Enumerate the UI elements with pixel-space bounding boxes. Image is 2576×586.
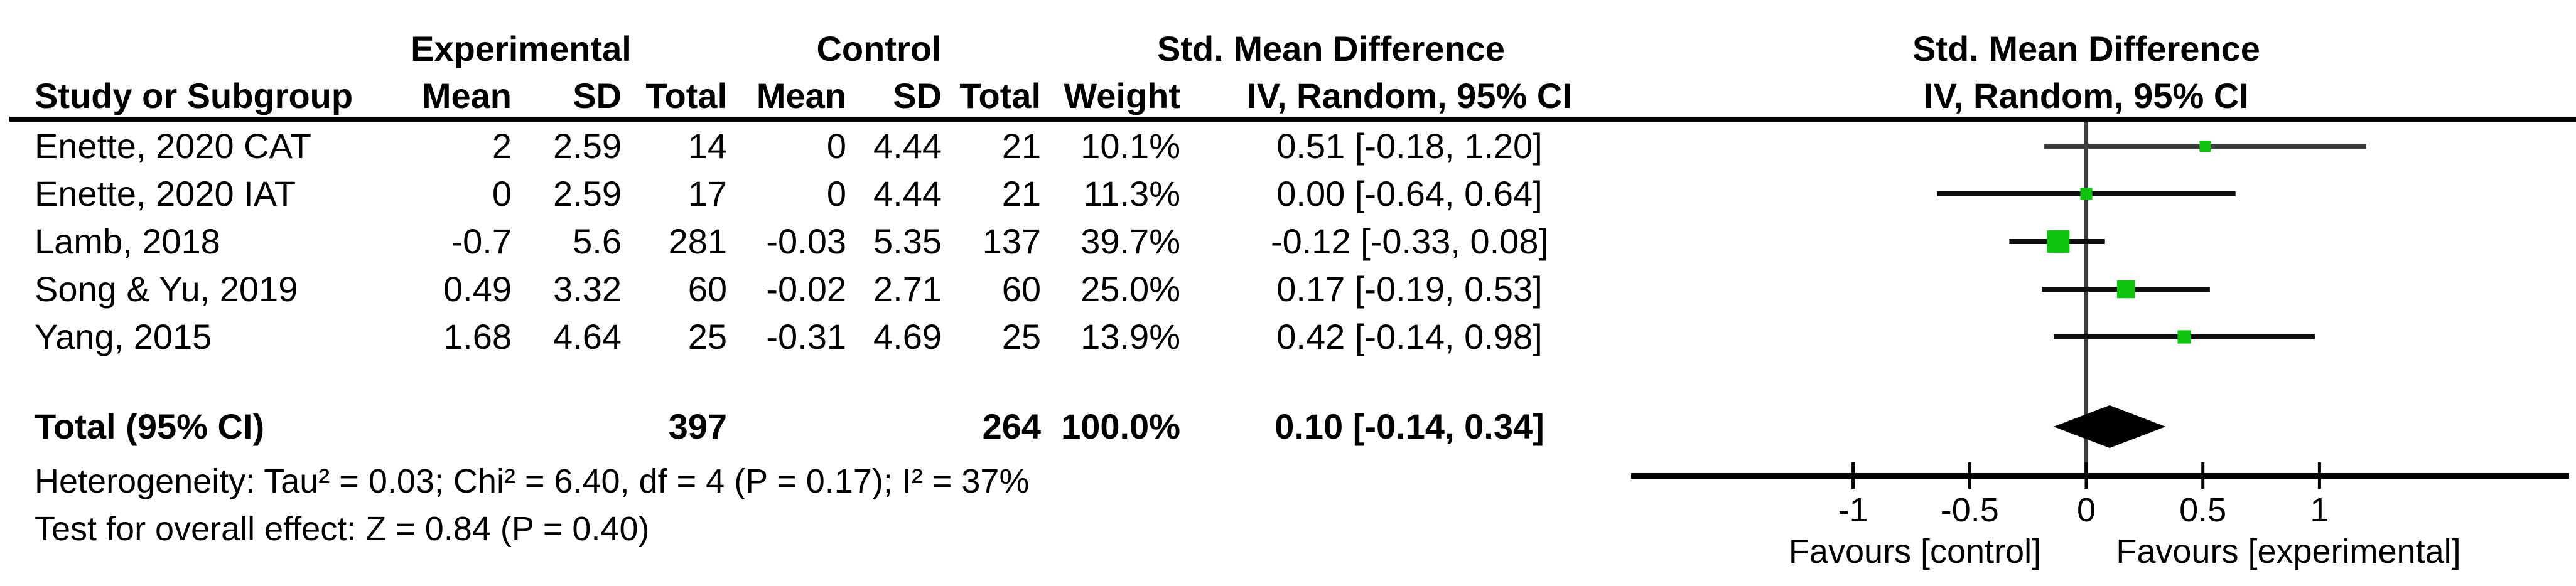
axis-tick — [2201, 462, 2205, 489]
total-ci-text: 0.10 [-0.14, 0.34] — [1275, 407, 1544, 446]
group-header-smd-table: Std. Mean Difference — [1157, 29, 1505, 68]
favours-experimental-label: Favours [experimental] — [2116, 533, 2461, 570]
overall-effect-text: Test for overall effect: Z = 0.84 (P = 0… — [35, 510, 650, 548]
plot-title: Std. Mean Difference — [1912, 29, 2260, 68]
cell-ci-text: 0.17 [-0.19, 0.53] — [1276, 269, 1543, 309]
cell-sd-e: 5.6 — [573, 221, 622, 261]
group-header-experimental: Experimental — [411, 29, 632, 68]
weight-square — [2199, 140, 2211, 152]
axis-tick — [1851, 462, 1855, 489]
axis-tick-label: 1 — [2310, 491, 2329, 529]
col-header-study: Study or Subgroup — [35, 76, 353, 115]
cell-mean-e: -0.7 — [451, 221, 512, 261]
cell-mean-c: 0 — [826, 174, 846, 213]
cell-total-c: 21 — [1001, 126, 1041, 166]
weight-square — [2080, 188, 2093, 200]
cell-mean-e: 1.68 — [443, 317, 512, 356]
cell-name: Yang, 2015 — [35, 317, 212, 356]
cell-ci-text: 0.00 [-0.64, 0.64] — [1276, 174, 1543, 213]
col-header-total-control: Total — [959, 76, 1041, 115]
axis-tick — [1968, 462, 1971, 489]
axis-tick-label: 0.5 — [2179, 491, 2227, 529]
cell-weight: 39.7% — [1081, 221, 1180, 261]
cell-total-c: 25 — [1001, 317, 1041, 356]
total-control-n: 264 — [982, 407, 1041, 446]
cell-sd-e: 4.64 — [553, 317, 622, 356]
cell-sd-c: 5.35 — [873, 221, 942, 261]
weight-square — [2177, 330, 2191, 344]
cell-total-e: 25 — [687, 317, 727, 356]
cell-total-c: 137 — [982, 221, 1041, 261]
cell-sd-c: 2.71 — [873, 269, 942, 309]
cell-sd-c: 4.44 — [873, 126, 942, 166]
weight-square — [2116, 280, 2135, 299]
col-header-total-experimental: Total — [645, 76, 727, 115]
col-header-ci: IV, Random, 95% CI — [1247, 76, 1572, 115]
favours-control-label: Favours [control] — [1788, 533, 2042, 570]
cell-mean-c: -0.02 — [766, 269, 846, 309]
cell-name: Song & Yu, 2019 — [35, 269, 298, 309]
weight-square — [2047, 230, 2070, 253]
cell-mean-e: 2 — [492, 126, 512, 166]
cell-sd-c: 4.44 — [873, 174, 942, 213]
cell-total-c: 21 — [1001, 174, 1041, 213]
group-header-control: Control — [816, 29, 942, 68]
total-experimental-n: 397 — [668, 407, 727, 446]
cell-ci-text: 0.42 [-0.14, 0.98] — [1276, 317, 1543, 356]
heterogeneity-text: Heterogeneity: Tau² = 0.03; Chi² = 6.40,… — [35, 462, 1030, 500]
cell-weight: 13.9% — [1081, 317, 1180, 356]
summary-diamond — [2054, 405, 2166, 448]
axis-tick-label: -1 — [1838, 491, 1868, 529]
cell-mean-c: -0.03 — [766, 221, 846, 261]
axis-tick — [2317, 462, 2321, 489]
axis-tick-label: 0 — [2076, 491, 2096, 529]
axis-line — [1631, 473, 2569, 479]
cell-total-e: 14 — [687, 126, 727, 166]
plot-subtitle: IV, Random, 95% CI — [1924, 76, 2249, 115]
col-header-sd-control: SD — [893, 76, 942, 115]
cell-name: Lamb, 2018 — [35, 221, 220, 261]
cell-ci-text: -0.12 [-0.33, 0.08] — [1270, 221, 1549, 261]
total-row-label: Total (95% CI) — [35, 407, 265, 446]
cell-weight: 10.1% — [1081, 126, 1180, 166]
axis-tick — [2084, 462, 2088, 489]
cell-weight: 11.3% — [1083, 174, 1180, 213]
total-weight: 100.0% — [1061, 407, 1180, 446]
header-underline — [9, 117, 2576, 122]
cell-sd-c: 4.69 — [873, 317, 942, 356]
cell-total-e: 17 — [687, 174, 727, 213]
col-header-weight: Weight — [1064, 76, 1180, 115]
cell-name: Enette, 2020 CAT — [35, 126, 311, 166]
cell-name: Enette, 2020 IAT — [35, 174, 296, 213]
axis-tick-label: -0.5 — [1940, 491, 1999, 529]
cell-total-e: 60 — [687, 269, 727, 309]
cell-mean-e: 0 — [492, 174, 512, 213]
cell-sd-e: 2.59 — [553, 174, 622, 213]
cell-total-c: 60 — [1001, 269, 1041, 309]
cell-weight: 25.0% — [1081, 269, 1180, 309]
zero-line — [2084, 122, 2088, 473]
col-header-mean-experimental: Mean — [421, 76, 512, 115]
cell-mean-c: 0 — [826, 126, 846, 166]
col-header-mean-control: Mean — [756, 76, 846, 115]
cell-mean-c: -0.31 — [766, 317, 846, 356]
col-header-sd-experimental: SD — [573, 76, 622, 115]
cell-sd-e: 3.32 — [553, 269, 622, 309]
cell-sd-e: 2.59 — [553, 126, 622, 166]
cell-ci-text: 0.51 [-0.18, 1.20] — [1276, 126, 1543, 166]
cell-mean-e: 0.49 — [443, 269, 512, 309]
cell-total-e: 281 — [668, 221, 727, 261]
